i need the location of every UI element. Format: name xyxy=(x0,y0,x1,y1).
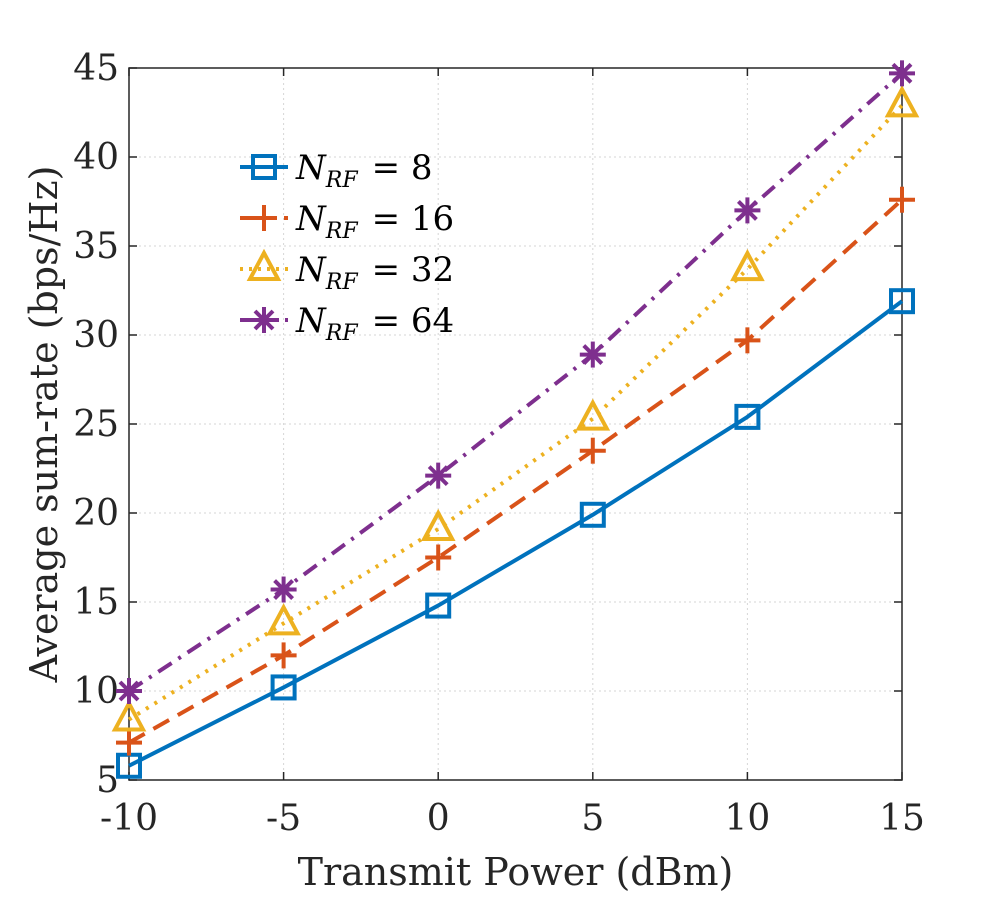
y-tick-label: 25 xyxy=(73,404,119,445)
data-point-marker xyxy=(889,288,915,315)
x-tick-label: 0 xyxy=(427,798,450,839)
data-point-marker xyxy=(575,398,611,431)
data-point-marker xyxy=(270,642,297,669)
legend-value: = 64 xyxy=(372,301,455,341)
data-point-marker xyxy=(420,508,456,542)
data-point-marker xyxy=(884,85,920,118)
data-point-marker xyxy=(734,327,761,354)
legend-label: NRF = 64 xyxy=(295,301,454,346)
data-point-marker xyxy=(579,341,606,368)
legend-symbol: N xyxy=(295,199,327,239)
legend-label: NRF = 32 xyxy=(295,250,454,295)
legend-marker xyxy=(251,205,277,231)
data-point-marker xyxy=(116,678,142,704)
y-tick-label: 30 xyxy=(73,315,119,356)
x-tick-label: 10 xyxy=(724,798,770,839)
x-tick-label: -10 xyxy=(100,798,158,839)
legend-entry: NRF = 8 xyxy=(240,148,433,193)
data-point-marker xyxy=(266,603,301,636)
x-tick-label: -5 xyxy=(266,798,301,839)
legend-marker xyxy=(251,307,277,333)
legend-entry: NRF = 64 xyxy=(240,301,454,346)
legend-entry: NRF = 32 xyxy=(240,248,454,295)
legend-value: = 16 xyxy=(372,199,455,239)
series-line xyxy=(127,104,904,722)
legend-subscript: RF xyxy=(325,219,359,244)
series-32 xyxy=(111,85,920,732)
y-tick-label: 10 xyxy=(73,671,119,712)
data-point-marker xyxy=(730,248,765,282)
data-point-marker xyxy=(116,729,142,756)
y-tick-label: 35 xyxy=(73,226,119,267)
legend-symbol: N xyxy=(295,250,327,290)
data-point-marker xyxy=(889,60,915,87)
data-point-marker xyxy=(270,576,297,603)
series-line xyxy=(127,71,904,693)
series-line xyxy=(128,198,904,745)
y-tick-label: 40 xyxy=(73,137,119,178)
y-tick-label: 15 xyxy=(73,582,119,623)
legend-marker xyxy=(251,154,277,180)
legend-label: NRF = 8 xyxy=(295,148,433,193)
legend-value: = 32 xyxy=(372,250,455,290)
data-point-marker xyxy=(579,437,606,464)
data-point-marker xyxy=(270,674,297,701)
data-point-marker xyxy=(425,592,452,619)
legend-symbol: N xyxy=(295,148,327,188)
data-point-marker xyxy=(579,501,606,528)
y-tick-label: 20 xyxy=(73,493,119,534)
axis-ticks: -10 -5 0 5 10 15 5 10 15 20 25 30 35 40 45 xyxy=(73,48,925,839)
y-tick-label: 45 xyxy=(73,48,119,89)
data-point-marker xyxy=(734,197,761,224)
data-point-marker xyxy=(889,186,915,213)
series-line xyxy=(128,299,904,768)
legend-symbol: N xyxy=(295,301,327,341)
legend-subscript: RF xyxy=(325,168,359,193)
data-series xyxy=(111,60,920,779)
x-tick-label: 15 xyxy=(879,798,925,839)
legend-subscript: RF xyxy=(325,270,359,295)
legend-subscript: RF xyxy=(325,321,359,346)
x-tick-label: 5 xyxy=(581,798,604,839)
x-axis-label: Transmit Power (dBm) xyxy=(298,850,734,894)
data-point-marker xyxy=(425,544,452,571)
y-axis-label: Average sum-rate (bps/Hz) xyxy=(22,166,66,684)
data-point-marker xyxy=(425,462,452,489)
legend-value: = 8 xyxy=(372,148,433,188)
data-point-marker xyxy=(111,699,147,732)
series-64 xyxy=(116,60,915,704)
legend-entry: NRF = 16 xyxy=(240,199,454,244)
legend-label: NRF = 16 xyxy=(295,199,454,244)
legend-marker xyxy=(246,248,282,281)
y-tick-label: 5 xyxy=(96,760,119,801)
data-point-marker xyxy=(734,403,761,430)
series-16 xyxy=(116,186,915,756)
